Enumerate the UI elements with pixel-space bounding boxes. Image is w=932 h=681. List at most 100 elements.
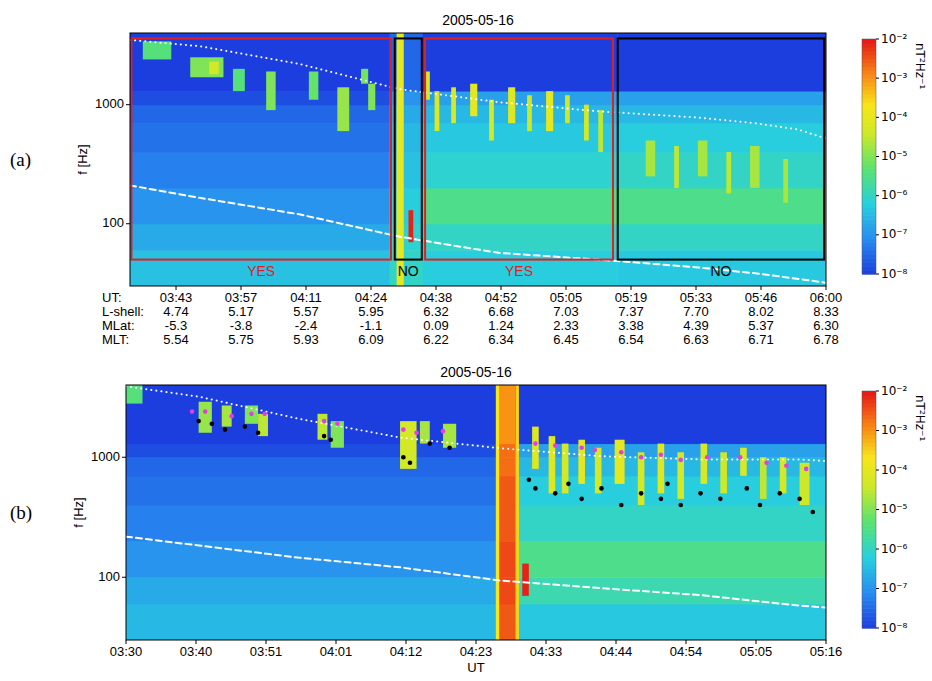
x-tick-label: 05:16	[810, 644, 843, 659]
panel-letter: (b)	[10, 502, 32, 524]
colorbar-segment	[862, 51, 876, 56]
detection-dot	[533, 486, 538, 491]
x-row-value: -2.4	[295, 318, 317, 333]
colorbar-segment	[862, 43, 876, 48]
colorbar-segment	[862, 486, 876, 491]
x-row-value: 8.33	[813, 304, 838, 319]
colorbar-segment	[862, 517, 876, 522]
detection-dot	[639, 455, 644, 460]
colorbar-segment	[862, 231, 876, 236]
line-dotted	[126, 386, 826, 461]
x-row-value: 6.63	[683, 332, 708, 347]
background-cell	[516, 385, 826, 444]
box-label: NO	[710, 263, 731, 279]
x-row-value: 6.54	[618, 332, 643, 347]
x-row-value: 7.37	[618, 304, 643, 319]
colorbar-segment	[862, 106, 876, 111]
detection-dot	[659, 452, 664, 457]
colorbar-segment	[862, 521, 876, 526]
emission	[331, 421, 344, 448]
colorbar-segment	[862, 533, 876, 538]
line-dotted	[130, 40, 826, 139]
background-cell	[617, 250, 826, 286]
colorbar-segment	[862, 172, 876, 177]
background-cell	[130, 123, 390, 152]
x-row-value: 6.22	[423, 332, 448, 347]
colorbar-segment	[862, 525, 876, 530]
detection-dot	[566, 482, 571, 487]
colorbar-tick-label: 10⁻⁷	[881, 227, 908, 241]
box-label: NO	[398, 263, 419, 279]
x-row-value: 6.78	[813, 332, 838, 347]
background-cell	[617, 91, 826, 105]
colorbar-segment	[862, 399, 876, 404]
colorbar-segment	[862, 66, 876, 71]
x-row-value: 4.74	[163, 304, 188, 319]
colorbar-segment	[862, 266, 876, 271]
emission	[750, 146, 759, 188]
emission	[698, 141, 707, 177]
figure: YESNOYESNO1001000f [Hz](a)2005-05-1603:4…	[0, 0, 932, 681]
colorbar-segment	[862, 121, 876, 126]
colorbar-segment	[862, 145, 876, 150]
detection-dot	[777, 491, 782, 496]
colorbar-tick	[876, 470, 879, 471]
background-cell	[499, 385, 516, 444]
colorbar-segment	[862, 545, 876, 550]
colorbar-tick	[876, 628, 879, 629]
colorbar-segment	[862, 247, 876, 252]
colorbar-segment	[862, 168, 876, 173]
x-tick-label: 03:57	[225, 290, 258, 305]
x-row-value: -5.3	[165, 318, 187, 333]
colorbar-segment	[862, 211, 876, 216]
detection-dot	[553, 491, 558, 496]
plot-frame	[130, 33, 826, 286]
colorbar-tick-label: 10⁻⁴	[881, 110, 908, 124]
x-tick-label: 04:44	[600, 644, 633, 659]
emission	[361, 69, 368, 84]
colorbar-tick	[876, 391, 879, 392]
colorbar-segment	[862, 59, 876, 64]
x-row-value: 6.71	[748, 332, 773, 347]
colorbar-segment	[862, 573, 876, 578]
colorbar-segment	[862, 160, 876, 165]
colorbar-tick	[876, 195, 879, 196]
colorbar-segment	[862, 94, 876, 99]
colorbar-segment	[862, 600, 876, 605]
colorbar-segment	[862, 494, 876, 499]
selection-box	[131, 38, 391, 259]
box-label: YES	[247, 263, 275, 279]
colorbar-segment	[862, 188, 876, 193]
emission	[578, 440, 585, 484]
selection-box	[618, 38, 824, 259]
colorbar-segment	[862, 82, 876, 87]
emission	[783, 159, 788, 203]
emission	[522, 564, 529, 596]
detection-dot	[196, 419, 201, 424]
detection-dot	[579, 445, 584, 450]
colorbar-segment	[862, 157, 876, 162]
detection-dot	[256, 430, 261, 435]
detection-dot	[619, 503, 624, 508]
colorbar-tick	[876, 274, 879, 275]
y-tick	[126, 223, 130, 224]
colorbar-segment	[862, 235, 876, 240]
x-row-value: 6.32	[423, 304, 448, 319]
x-row-value: -3.8	[230, 318, 252, 333]
background-cell	[617, 224, 826, 251]
emission	[508, 87, 515, 123]
x-row-value: 5.37	[748, 318, 773, 333]
background-cell	[130, 152, 390, 188]
x-row-header: L-shell:	[102, 304, 144, 319]
line-dashed	[126, 537, 826, 608]
colorbar-segment	[862, 164, 876, 169]
colorbar-segment	[862, 541, 876, 546]
emission	[489, 100, 494, 141]
x-tick-label: 05:05	[550, 290, 583, 305]
colorbar-segment	[862, 125, 876, 130]
detection-dot	[764, 460, 769, 465]
x-row-value: 5.54	[163, 332, 188, 347]
colorbar-segment	[862, 561, 876, 566]
x-row-value: 2.33	[553, 318, 578, 333]
colorbar-segment	[862, 219, 876, 224]
